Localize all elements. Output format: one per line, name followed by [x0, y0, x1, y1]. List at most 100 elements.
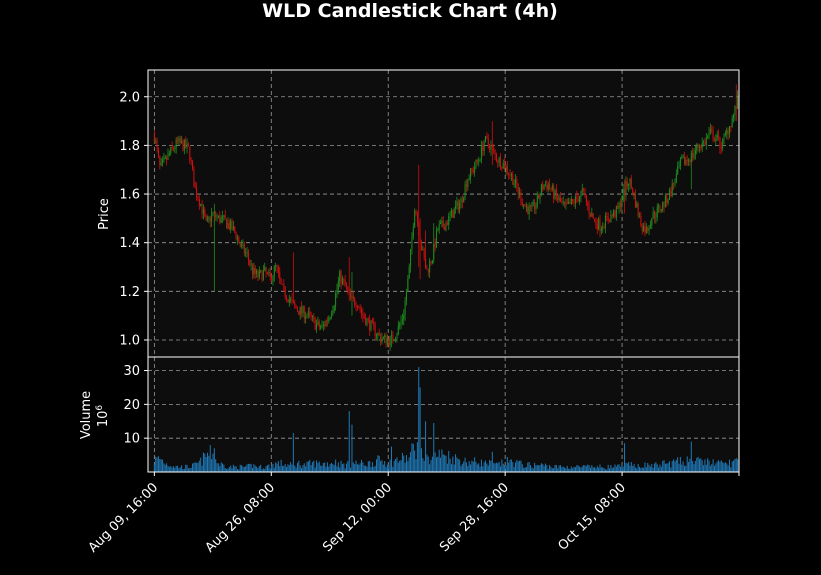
volume-bar [284, 464, 286, 472]
volume-bar [243, 466, 245, 472]
candle-body [529, 205, 532, 207]
candle-body [568, 201, 570, 204]
x-tick-label: Oct 15, 08:00 [555, 480, 628, 553]
candle-body [558, 197, 560, 201]
candle-body [168, 153, 170, 155]
volume-bar [414, 450, 416, 472]
candle-body [418, 222, 420, 236]
candle-body [509, 174, 511, 176]
candle-body [309, 311, 311, 314]
candle-body [166, 157, 168, 160]
volume-bar [375, 459, 378, 472]
candle-body [525, 206, 527, 208]
candle-body [170, 146, 172, 154]
volume-bar [528, 462, 530, 472]
volume-bar [280, 459, 282, 472]
candle-body [670, 190, 672, 196]
volume-bar [550, 466, 552, 472]
candle-body [491, 145, 493, 148]
candle-body [704, 141, 706, 145]
volume-bar [720, 460, 722, 472]
candle-body [535, 205, 537, 210]
volume-bar [668, 461, 671, 472]
volume-bar [613, 467, 615, 472]
candle-body [223, 215, 225, 217]
candle-body [636, 203, 638, 207]
candle-body [720, 147, 722, 149]
volume-bar [490, 460, 492, 472]
candle-body [474, 167, 476, 172]
volume-bar [335, 459, 337, 472]
volume-bar [294, 465, 296, 472]
volume-bar [607, 464, 609, 472]
candle-body [288, 299, 290, 303]
volume-bar [648, 464, 650, 472]
volume-bar [348, 411, 350, 472]
candle-body [423, 249, 425, 259]
volume-bar [581, 466, 583, 472]
candle-body [386, 339, 388, 345]
volume-bar [585, 466, 587, 472]
candle-body [737, 95, 739, 109]
volume-bar [501, 459, 503, 472]
volume-bar [630, 462, 632, 472]
volume-bar [159, 459, 161, 472]
candle-body [420, 243, 422, 250]
candle-body [438, 224, 440, 230]
candle-body [542, 184, 544, 190]
volume-bar [425, 421, 427, 472]
volume-bar [326, 462, 328, 472]
volume-bar [346, 463, 348, 472]
volume-bar [622, 466, 624, 472]
volume-bar [495, 462, 497, 472]
volume-bar [422, 458, 424, 472]
candle-body [716, 134, 718, 139]
candle-body [419, 235, 421, 244]
candle-body [613, 210, 615, 216]
candle-body [561, 201, 563, 203]
candle-body [472, 169, 474, 172]
volume-bar [596, 465, 598, 472]
candle-body [266, 272, 268, 274]
candle-body [445, 222, 447, 231]
volume-bar [192, 463, 194, 472]
candle-body [337, 281, 339, 289]
volume-bar [621, 464, 623, 472]
candle-body [305, 316, 307, 319]
candle-body [427, 269, 429, 273]
candle-body [588, 205, 590, 214]
candle-body [543, 185, 545, 190]
volume-bar [733, 460, 735, 472]
volume-bar [679, 456, 681, 472]
candle-body [355, 304, 357, 307]
volume-bar [574, 467, 576, 472]
candle-body [194, 187, 196, 189]
candle-body [359, 307, 361, 310]
volume-bar [258, 465, 260, 472]
volume-bar [174, 467, 176, 472]
candle-body [673, 183, 675, 185]
volume-bar [461, 463, 463, 472]
volume-bar [497, 463, 499, 472]
volume-bar [667, 463, 669, 472]
volume-bar [633, 463, 635, 472]
volume-bar [602, 467, 604, 472]
volume-bar [241, 465, 243, 472]
volume-bar [441, 449, 443, 472]
volume-bar [236, 469, 239, 472]
x-axis-ticks: Aug 09, 16:00 Aug 26, 08:00 Sep 12, 00:00 S… [86, 472, 740, 556]
volume-bar [579, 466, 581, 472]
volume-bar [339, 467, 341, 472]
candle-body [544, 185, 546, 187]
candle-body [213, 211, 215, 213]
volume-scale-base: 10 [96, 411, 111, 428]
volume-bar [295, 467, 297, 472]
candle-body [602, 227, 604, 229]
candle-body [713, 140, 715, 142]
volume-bar [478, 463, 480, 472]
candle-body [532, 201, 534, 204]
volume-bar [543, 466, 545, 472]
volume-bar [324, 462, 326, 472]
volume-bar [502, 463, 504, 472]
